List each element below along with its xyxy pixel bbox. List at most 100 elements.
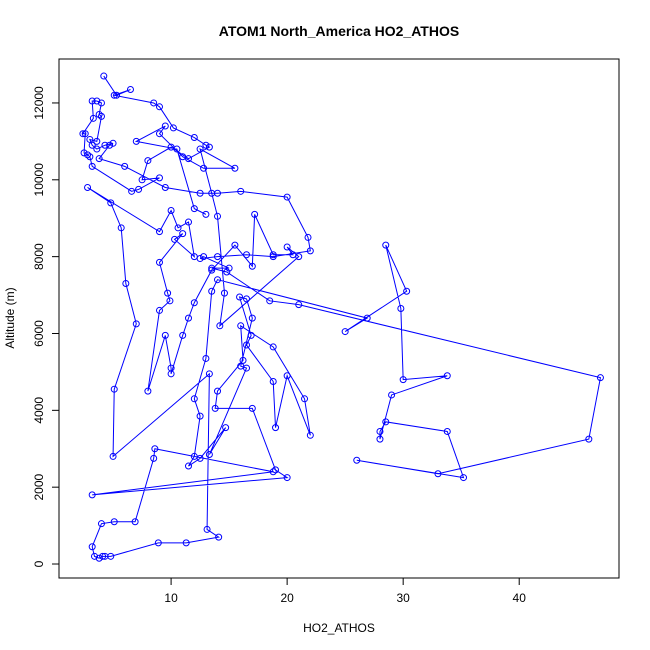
data-point <box>283 193 291 201</box>
data-point <box>110 518 118 526</box>
data-point <box>113 91 121 99</box>
data-point <box>200 164 208 172</box>
data-point <box>596 374 604 382</box>
data-point <box>376 435 384 443</box>
data-point <box>106 141 114 149</box>
data-point <box>131 518 139 526</box>
data-point <box>155 258 163 266</box>
x-tick-label: 20 <box>280 591 294 605</box>
data-point <box>248 404 256 412</box>
data-point <box>150 99 158 107</box>
data-point <box>100 72 108 80</box>
data-point <box>81 130 89 138</box>
data-point <box>190 253 198 261</box>
data-point <box>269 253 277 261</box>
plot-box <box>58 58 620 579</box>
data-point <box>306 431 314 439</box>
data-point <box>155 103 163 111</box>
data-point <box>283 243 291 251</box>
data-point <box>155 174 163 182</box>
data-point <box>269 378 277 386</box>
y-axis-label: Altitude (m) <box>3 287 17 348</box>
data-point <box>237 362 245 370</box>
data-point <box>248 314 256 322</box>
data-point <box>110 385 118 393</box>
data-point <box>208 266 216 274</box>
data-point <box>301 395 309 403</box>
data-point <box>376 427 384 435</box>
data-point <box>190 205 198 213</box>
data-point <box>169 124 177 132</box>
data-point <box>202 210 210 218</box>
data-point <box>117 224 125 232</box>
data-point <box>107 199 115 207</box>
data-point <box>179 153 187 161</box>
data-point <box>222 424 230 432</box>
data-point <box>434 470 442 478</box>
data-point <box>88 97 96 105</box>
data-point <box>161 331 169 339</box>
data-point <box>97 112 105 120</box>
data-point <box>144 387 152 395</box>
data-point <box>397 305 405 313</box>
data-point <box>179 331 187 339</box>
data-point <box>155 306 163 314</box>
data-point <box>220 289 228 297</box>
y-tick-label: 6000 <box>32 320 46 347</box>
data-point <box>184 314 192 322</box>
data-point <box>128 187 136 195</box>
data-point <box>283 372 291 380</box>
data-point <box>403 287 411 295</box>
data-point <box>237 322 245 330</box>
data-point <box>211 404 219 412</box>
data-point <box>126 86 134 94</box>
data-point <box>231 241 239 249</box>
data-point <box>109 139 117 147</box>
data-point <box>86 135 94 143</box>
data-point <box>190 299 198 307</box>
data-point <box>399 376 407 384</box>
data-point <box>306 247 314 255</box>
data-point <box>179 230 187 238</box>
y-tick-label: 8000 <box>32 243 46 270</box>
data-point <box>251 210 259 218</box>
data-point <box>151 445 159 453</box>
data-point <box>89 114 97 122</box>
data-point <box>132 137 140 145</box>
data-point <box>460 474 468 482</box>
data-point <box>80 149 88 157</box>
data-point <box>205 451 213 459</box>
x-tick-label: 10 <box>164 591 178 605</box>
data-point <box>93 137 101 145</box>
data-point <box>135 185 143 193</box>
data-point <box>269 251 277 259</box>
data-point <box>443 427 451 435</box>
data-point <box>93 145 101 153</box>
data-point <box>190 134 198 142</box>
data-point <box>164 289 172 297</box>
data-point <box>203 525 211 533</box>
data-point <box>272 424 280 432</box>
x-tick-label: 40 <box>513 591 527 605</box>
data-point <box>272 466 280 474</box>
data-point <box>132 320 140 328</box>
data-point <box>138 176 146 184</box>
x-axis-label: HO2_ATHOS <box>303 621 375 635</box>
y-tick-label: 4000 <box>32 397 46 424</box>
data-point <box>202 354 210 362</box>
data-point <box>214 387 222 395</box>
data-point <box>171 235 179 243</box>
data-point <box>304 233 312 241</box>
data-point <box>248 262 256 270</box>
data-point <box>101 141 109 149</box>
data-point <box>84 151 92 159</box>
data-point <box>173 145 181 153</box>
data-point <box>243 341 251 349</box>
y-tick-label: 0 <box>32 560 46 567</box>
data-point <box>196 189 204 197</box>
data-point <box>93 97 101 105</box>
data-point <box>388 391 396 399</box>
data-point <box>295 253 303 261</box>
